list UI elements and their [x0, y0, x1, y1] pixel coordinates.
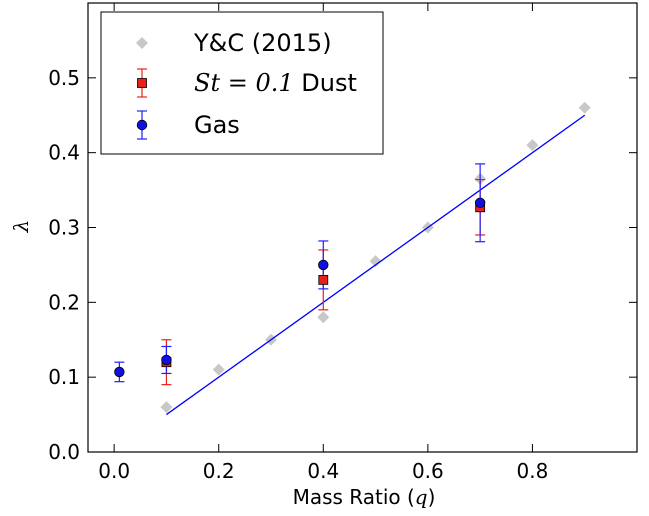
legend-box: [100, 11, 384, 155]
yc2015-point: [317, 311, 330, 324]
axis-ticks: 0.0 0.2 0.4 0.6 0.8 0.0 0.1 0.2 0.3 0.4 0.5: [48, 3, 637, 483]
gas-point: [318, 259, 329, 271]
yc2015-point: [369, 255, 382, 268]
legend-marker-gas: [136, 119, 148, 131]
gas-point: [161, 354, 172, 366]
dust-point: [318, 274, 329, 285]
legend-entry-yc2015: Y&C (2015): [193, 29, 332, 57]
y-tick-label: 0.3: [48, 216, 80, 240]
legend-entry-gas: Gas: [194, 111, 240, 139]
yc2015-point: [526, 139, 539, 152]
legend-marker-yc2015: [136, 37, 148, 49]
gas-point: [474, 197, 486, 209]
x-tick-label: 0.2: [203, 459, 235, 483]
gas-point: [114, 366, 125, 378]
y-axis-label: λ: [9, 220, 33, 234]
legend-marks: [136, 37, 148, 140]
x-axis-label: Mass Ratio (q): [293, 485, 436, 509]
x-tick-label: 0.8: [517, 459, 549, 483]
legend-entry-dust: St = 0.1 Dust: [194, 69, 357, 97]
legend-marker-dust: [137, 78, 147, 88]
chart-marks: [114, 101, 591, 416]
x-tick-label: 0.4: [307, 459, 339, 483]
fit-line: [166, 114, 586, 416]
x-tick-label: 0.0: [98, 459, 130, 483]
y-tick-label: 0.2: [48, 290, 80, 314]
y-tick-label: 0.0: [48, 440, 80, 464]
yc2015-point: [160, 401, 173, 414]
legend: Y&C (2015) St = 0.1 Dust Gas: [100, 11, 384, 155]
yc2015-point: [578, 101, 591, 114]
yc2015-point: [212, 363, 225, 376]
y-tick-label: 0.4: [48, 141, 80, 165]
y-tick-label: 0.1: [48, 365, 80, 389]
x-tick-label: 0.6: [412, 459, 444, 483]
y-tick-label: 0.5: [48, 66, 80, 90]
